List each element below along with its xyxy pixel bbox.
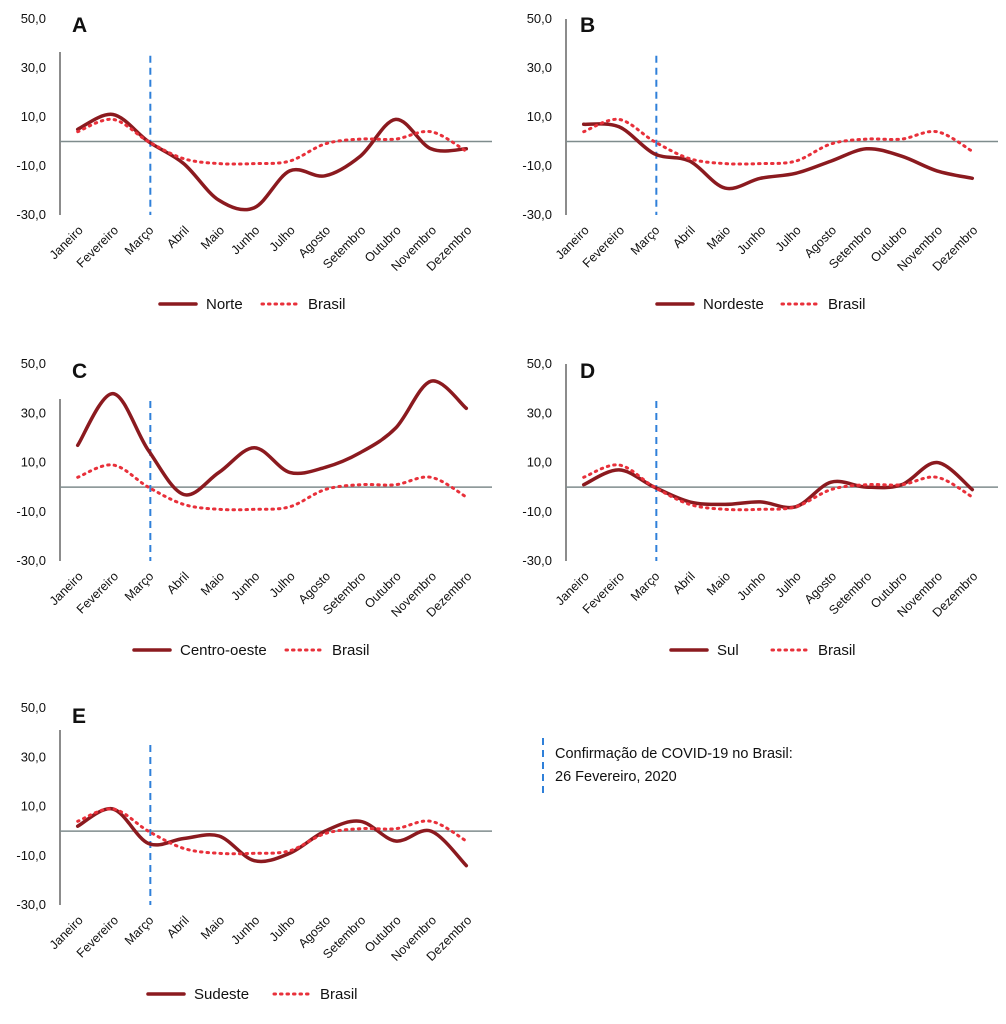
y-tick-label: -30,0 (522, 553, 552, 568)
x-tick-label: Maio (198, 569, 227, 598)
y-tick-label: -10,0 (16, 158, 46, 173)
y-tick-label: 50,0 (21, 700, 46, 715)
y-tick-label: 10,0 (21, 109, 46, 124)
x-tick-label: Março (122, 223, 156, 257)
x-tick-label: Março (628, 223, 662, 257)
y-tick-label: 10,0 (21, 799, 46, 814)
x-tick-label: Julho (267, 223, 298, 254)
y-tick-label: 50,0 (527, 11, 552, 26)
x-tick-label: Abril (164, 569, 192, 597)
series-line-brasil (76, 807, 468, 856)
panel-letter: D (580, 360, 595, 383)
y-tick-label: -30,0 (16, 207, 46, 222)
legend-label: Brasil (320, 986, 358, 1003)
legend-label: Sul (717, 642, 739, 659)
panel-letter: C (72, 360, 87, 383)
x-tick-label: Abril (670, 569, 698, 597)
series-line-sudeste (75, 807, 469, 868)
x-tick-label: Maio (198, 223, 227, 252)
y-tick-label: -30,0 (522, 207, 552, 222)
y-tick-label: 10,0 (527, 455, 552, 470)
legend-label: Brasil (818, 642, 856, 659)
legend-label: Brasil (828, 296, 866, 313)
y-tick-label: -30,0 (16, 553, 46, 568)
legend-label: Centro-oeste (180, 642, 267, 659)
series-line-brasil (582, 463, 974, 512)
series-line-brasil (582, 117, 974, 166)
x-tick-label: Junho (734, 223, 768, 257)
y-tick-label: 50,0 (527, 356, 552, 371)
y-tick-label: -10,0 (16, 848, 46, 863)
x-tick-label: Março (628, 569, 662, 603)
x-tick-label: Junho (228, 223, 262, 257)
x-tick-label: Março (122, 569, 156, 603)
series-line-brasil (76, 463, 468, 512)
x-tick-label: Junho (228, 913, 262, 947)
x-tick-label: Abril (164, 913, 192, 941)
legend-label: Sudeste (194, 986, 249, 1003)
y-tick-label: 50,0 (21, 11, 46, 26)
y-tick-label: 30,0 (21, 60, 46, 75)
y-tick-label: -10,0 (16, 504, 46, 519)
legend-label: Brasil (332, 642, 370, 659)
x-tick-label: Julho (267, 913, 298, 944)
x-tick-label: Maio (704, 223, 733, 252)
x-tick-label: Maio (198, 913, 227, 942)
note-line-2: 26 Fevereiro, 2020 (555, 769, 677, 785)
y-tick-label: -10,0 (522, 504, 552, 519)
y-tick-label: 10,0 (527, 109, 552, 124)
series-line-centro-oeste (75, 379, 469, 497)
panel-letter: A (72, 14, 87, 37)
series-line-sul (581, 460, 975, 510)
y-tick-label: 30,0 (21, 405, 46, 420)
y-tick-label: 30,0 (527, 60, 552, 75)
legend-label: Brasil (308, 296, 346, 313)
panel-letter: E (72, 705, 86, 728)
legend-label: Nordeste (703, 296, 764, 313)
series-line-nordeste (581, 122, 975, 191)
x-tick-label: Abril (670, 223, 698, 251)
y-tick-label: 30,0 (527, 405, 552, 420)
y-tick-label: 30,0 (21, 749, 46, 764)
legend-label: Norte (206, 296, 243, 313)
x-tick-label: Junho (228, 569, 262, 603)
y-tick-label: -10,0 (522, 158, 552, 173)
covid-confirmation-note: Confirmação de COVID-19 no Brasil: 26 Fe… (542, 738, 793, 797)
x-tick-label: Abril (164, 223, 192, 251)
note-line-1: Confirmação de COVID-19 no Brasil: (555, 746, 793, 762)
series-line-brasil (76, 117, 468, 166)
x-tick-label: Julho (267, 569, 298, 600)
panel-letter: B (580, 14, 595, 37)
y-tick-label: -30,0 (16, 897, 46, 912)
series-line-norte (75, 112, 469, 212)
y-tick-label: 10,0 (21, 455, 46, 470)
x-tick-label: Junho (734, 569, 768, 603)
y-tick-label: 50,0 (21, 356, 46, 371)
x-tick-label: Março (122, 913, 156, 947)
x-tick-label: Julho (773, 569, 804, 600)
x-tick-label: Julho (773, 223, 804, 254)
x-tick-label: Maio (704, 569, 733, 598)
